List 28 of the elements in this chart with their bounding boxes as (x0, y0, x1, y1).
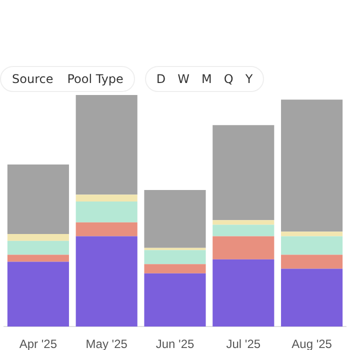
bar (212, 220, 274, 225)
bar (281, 236, 343, 255)
bar (281, 232, 343, 236)
bar (7, 254, 69, 262)
filter-group: Source Pool Type (0, 66, 136, 92)
bar (76, 222, 138, 236)
bar (76, 202, 138, 222)
bar (212, 224, 274, 236)
bar (144, 264, 206, 274)
bar (7, 240, 69, 255)
bar (281, 268, 343, 327)
bar (7, 262, 69, 327)
bar (144, 273, 206, 327)
bar (76, 95, 138, 195)
bar (144, 250, 206, 264)
bar (7, 234, 69, 241)
x-tick-label: Jun '25 (156, 337, 194, 350)
bar (212, 236, 274, 260)
bar (212, 125, 274, 220)
bar (7, 164, 69, 234)
bar (76, 236, 138, 327)
bar (212, 259, 274, 327)
bar (76, 194, 138, 202)
period-toggle: D W M Q Y (145, 66, 264, 92)
bar (281, 254, 343, 269)
bar (144, 190, 206, 248)
bar (281, 100, 343, 232)
x-tick-label: Jul '25 (226, 337, 261, 350)
